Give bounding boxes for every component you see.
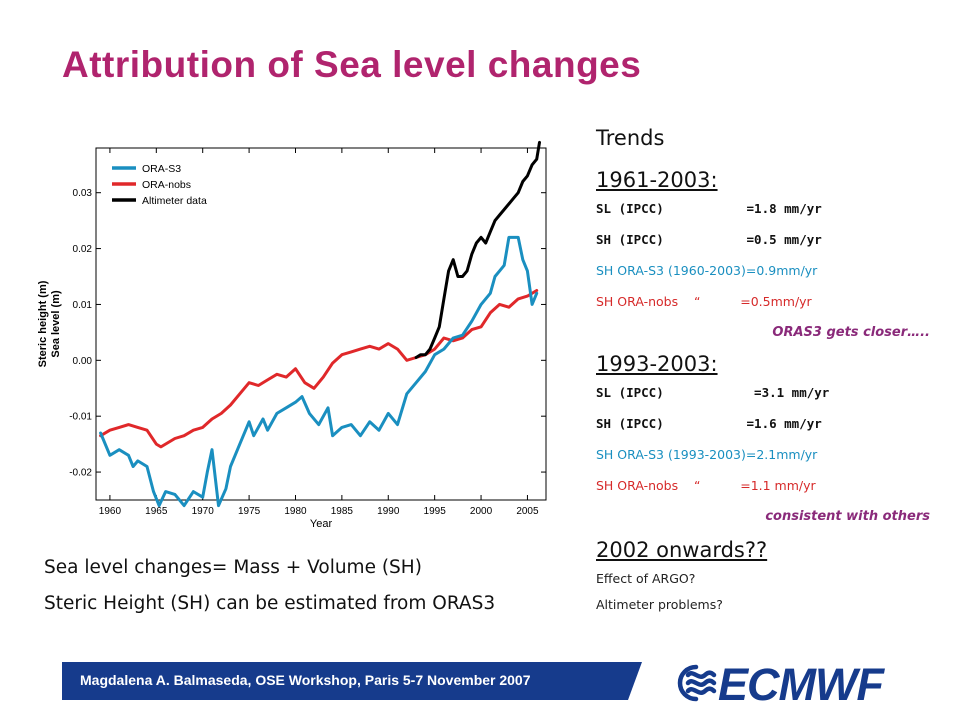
trend-line: SL (IPCC) =1.8 mm/yr	[596, 201, 822, 216]
x-tick-label: 1970	[192, 506, 215, 517]
ecmwf-logo-icon: ECMWF	[677, 659, 886, 710]
period-1993-heading: 1993-2003:	[596, 352, 718, 376]
x-tick-label: 1960	[99, 506, 122, 517]
x-tick-label: 1985	[331, 506, 354, 517]
statement-steric-height: Steric Height (SH) can be estimated from…	[44, 593, 496, 614]
trend-line: SH ORA-S3 (1993-2003)=2.1mm/yr	[596, 447, 818, 462]
trend-line: SH (IPCC) =0.5 mm/yr	[596, 232, 822, 247]
slide-title: Attribution of Sea level changes	[62, 44, 642, 85]
series-line-ora-s3	[99, 235, 539, 508]
y-tick-label: 0.02	[73, 244, 93, 255]
question-argo: Effect of ARGO?	[596, 571, 696, 586]
legend-entry: ORA-S3	[142, 163, 181, 175]
y-axis-label: Steric height (m)	[37, 280, 49, 367]
bottom-statements: Sea level changes= Mass + Volume (SH) St…	[44, 556, 554, 628]
footer-bar-shape	[62, 662, 642, 700]
svg-text:ECMWF: ECMWF	[718, 659, 885, 708]
x-tick-label: 2000	[470, 506, 493, 517]
x-tick-label: 1975	[238, 506, 261, 517]
series-line-altimeter-data	[414, 140, 541, 359]
y-tick-label: -0.02	[69, 468, 92, 479]
x-tick-label: 1990	[377, 506, 400, 517]
y-tick-label: 0.03	[73, 188, 93, 199]
trend-line: SH ORA-S3 (1960-2003)=0.9mm/yr	[596, 263, 818, 278]
trend-line: SH (IPCC) =1.6 mm/yr	[596, 416, 822, 431]
trends-heading: Trends	[596, 126, 665, 150]
x-tick-label: 2005	[516, 506, 539, 517]
y-tick-label: -0.01	[69, 412, 92, 423]
footer-bar: Magdalena A. Balmaseda, OSE Workshop, Pa…	[62, 662, 642, 700]
trends-panel: Trends 1961-2003: SL (IPCC) =1.8 mm/yr S…	[596, 126, 946, 620]
note-consistent: consistent with others	[765, 509, 930, 524]
y-tick-label: 0.00	[73, 356, 93, 367]
period-1961-heading: 1961-2003:	[596, 168, 718, 192]
footer-text: Magdalena A. Balmaseda, OSE Workshop, Pa…	[80, 672, 531, 688]
ecmwf-logo: ECMWF	[674, 658, 904, 712]
trend-line: SL (IPCC) =3.1 mm/yr	[596, 385, 830, 400]
statement-mass-volume: Sea level changes= Mass + Volume (SH)	[44, 557, 422, 578]
y-axis-label: Sea level (m)	[50, 290, 62, 358]
trend-line: SH ORA-nobs “ =1.1 mm/yr	[596, 478, 816, 493]
x-axis-label: Year	[310, 518, 333, 530]
question-altimeter: Altimeter problems?	[596, 597, 723, 612]
legend-entry: Altimeter data	[142, 195, 207, 207]
x-tick-label: 1995	[424, 506, 447, 517]
y-tick-label: 0.01	[73, 300, 93, 311]
sea-level-chart: 1960 1965 1970 1975 1980 1985 1990 1995 2000 2005…	[36, 138, 556, 530]
x-tick-label: 1965	[145, 506, 168, 517]
trend-line: SH ORA-nobs “ =0.5mm/yr	[596, 294, 812, 309]
chart-svg: 1960 1965 1970 1975 1980 1985 1990 1995 2000 2005…	[37, 140, 547, 530]
x-tick-label: 1980	[284, 506, 307, 517]
legend-entry: ORA-nobs	[142, 179, 191, 191]
note-oras3-closer: ORAS3 gets closer…..	[772, 325, 930, 340]
period-2002-heading: 2002 onwards??	[596, 538, 768, 562]
series-line-ora-nobs	[99, 289, 539, 449]
